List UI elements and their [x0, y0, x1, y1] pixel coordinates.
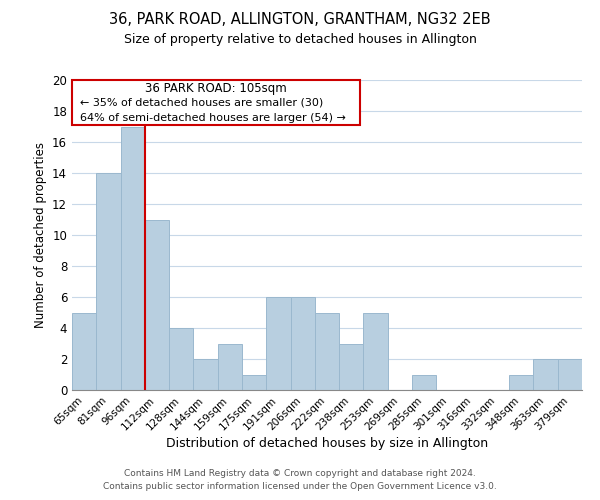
Bar	[72, 312, 96, 390]
Bar	[533, 359, 558, 390]
Text: 36 PARK ROAD: 105sqm: 36 PARK ROAD: 105sqm	[145, 82, 287, 94]
FancyBboxPatch shape	[72, 80, 360, 125]
Bar	[218, 344, 242, 390]
Bar	[339, 344, 364, 390]
Y-axis label: Number of detached properties: Number of detached properties	[34, 142, 47, 328]
Bar	[266, 297, 290, 390]
Bar	[169, 328, 193, 390]
Bar	[121, 126, 145, 390]
Text: ← 35% of detached houses are smaller (30): ← 35% of detached houses are smaller (30…	[80, 97, 323, 107]
Text: Contains HM Land Registry data © Crown copyright and database right 2024.: Contains HM Land Registry data © Crown c…	[124, 468, 476, 477]
Bar	[315, 312, 339, 390]
Text: 64% of semi-detached houses are larger (54) →: 64% of semi-detached houses are larger (…	[80, 112, 346, 122]
Bar	[364, 312, 388, 390]
Bar	[242, 374, 266, 390]
Bar	[509, 374, 533, 390]
Text: 36, PARK ROAD, ALLINGTON, GRANTHAM, NG32 2EB: 36, PARK ROAD, ALLINGTON, GRANTHAM, NG32…	[109, 12, 491, 28]
Bar	[96, 173, 121, 390]
Text: Contains public sector information licensed under the Open Government Licence v3: Contains public sector information licen…	[103, 482, 497, 491]
X-axis label: Distribution of detached houses by size in Allington: Distribution of detached houses by size …	[166, 438, 488, 450]
Bar	[290, 297, 315, 390]
Bar	[193, 359, 218, 390]
Text: Size of property relative to detached houses in Allington: Size of property relative to detached ho…	[124, 32, 476, 46]
Bar	[145, 220, 169, 390]
Bar	[558, 359, 582, 390]
Bar	[412, 374, 436, 390]
